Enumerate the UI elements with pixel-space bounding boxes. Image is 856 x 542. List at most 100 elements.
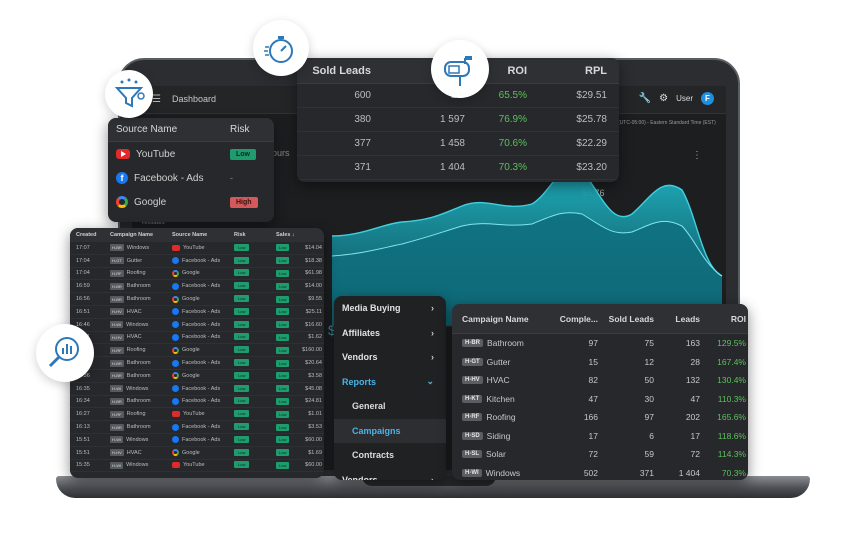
table-row[interactable]: 17:07 H-BR Windows YouTube Low Low $14.04: [70, 242, 324, 255]
cell-sales: Low $16.60: [276, 321, 322, 329]
cell-leads: 1 458: [439, 138, 465, 149]
col-campaign-name[interactable]: Campaign Name: [462, 313, 529, 324]
col-roi[interactable]: ROI: [507, 64, 527, 77]
table-row[interactable]: 15:35 H-WI Windows YouTube Low Low $60.00: [70, 460, 324, 473]
col-roi[interactable]: ROI: [730, 313, 746, 324]
menu-item-label: General: [352, 401, 386, 412]
cell-campaign: H-HV HVAC: [110, 449, 172, 457]
facebook-icon: [172, 397, 179, 405]
col-campaign-name[interactable]: Campaign Name: [110, 232, 154, 238]
table-row[interactable]: 371 1 404 70.3% $23.20: [297, 156, 619, 180]
col-rpl[interactable]: RPL: [585, 64, 607, 77]
mailbox-icon: [431, 40, 489, 98]
laptop-base: [56, 476, 810, 498]
col-risk[interactable]: Risk: [230, 124, 250, 135]
table-row[interactable]: H-SD Siding 17 6 17 118.6%: [452, 427, 748, 446]
cell-source: YouTube: [172, 411, 234, 418]
menu-item-affiliates[interactable]: Affiliates ›: [334, 321, 446, 346]
cell-campaign: H-BR Bathroom: [110, 295, 172, 303]
cell-risk: Low: [234, 371, 276, 379]
affiliates-label[interactable]: Affiliates: [142, 220, 165, 226]
campaign-stats-panel: Campaign Name Comple... Sold Leads Leads…: [452, 304, 748, 480]
col-source-name[interactable]: Source Name: [116, 124, 178, 135]
cell-roi: 167.4%: [717, 356, 746, 367]
col-leads[interactable]: Leads: [675, 313, 700, 324]
cell-leads: 1 404: [439, 162, 465, 173]
google-icon: [172, 346, 179, 354]
table-row[interactable]: H-BR Bathroom 97 75 163 129.5%: [452, 334, 748, 353]
col-sold-leads[interactable]: Sold Leads: [608, 313, 654, 324]
facebook-icon: [172, 423, 179, 431]
table-row[interactable]: 17:04 H-RF Roofing Google Low Low $61.98: [70, 268, 324, 281]
cell-sold-leads: 6: [649, 430, 654, 441]
cell-risk: Low: [234, 435, 276, 443]
table-row[interactable]: 16:36 H-BR Bathroom Google Low Low $3.58: [70, 370, 324, 383]
wrench-icon[interactable]: 🔧: [638, 93, 652, 104]
sales-value: $18.38: [305, 257, 322, 264]
table-row[interactable]: YouTube Low: [108, 142, 274, 166]
table-row[interactable]: H-KT Kitchen 47 30 47 110.3%: [452, 390, 748, 409]
sales-value: $45.08: [305, 385, 322, 392]
col-risk[interactable]: Risk: [234, 232, 246, 238]
menu-item-media-buying[interactable]: Media Buying ›: [334, 296, 446, 321]
sales-badge: Low: [276, 308, 290, 316]
table-row[interactable]: H-GT Gutter 15 12 28 167.4%: [452, 353, 748, 372]
table-row[interactable]: H-WI Windows 502 371 1 404 70.3%: [452, 464, 748, 481]
menu-item-vendors[interactable]: Vendors ›: [334, 468, 446, 480]
menu-item-campaigns[interactable]: Campaigns: [334, 418, 446, 443]
table-row[interactable]: 16:59 H-BR Bathroom Facebook - Ads Low Low $14…: [70, 280, 324, 294]
campaign-tag: H-RF: [110, 346, 124, 354]
table-row[interactable]: 17:04 H-GT Gutter Facebook - Ads Low Low $18.3…: [70, 255, 324, 268]
user-label[interactable]: User: [676, 94, 693, 103]
table-row[interactable]: Google High: [108, 190, 274, 214]
facebook-icon: [172, 321, 179, 329]
table-row[interactable]: 377 1 458 70.6% $22.29: [297, 132, 619, 156]
cell-risk: Low: [234, 243, 276, 251]
sales-badge: Low: [276, 385, 290, 393]
table-row[interactable]: H-HV HVAC 82 50 132 130.4%: [452, 371, 748, 390]
cell-risk: Low: [234, 423, 276, 431]
cell-completed: 15: [588, 356, 598, 367]
table-row[interactable]: 380 1 597 76.9% $25.78: [297, 108, 619, 132]
cell-sold-leads: 97: [644, 412, 654, 423]
menu-item-general[interactable]: General: [334, 394, 446, 419]
col-created[interactable]: Created: [76, 232, 97, 238]
cell-created: 16:59: [76, 283, 90, 290]
gear-icon[interactable]: ⚙: [659, 93, 669, 104]
table-row[interactable]: 16:35 H-WI Windows Facebook - Ads Low Low $45.…: [70, 383, 324, 396]
col-sold-leads[interactable]: Sold Leads: [312, 64, 371, 77]
sales-value: $60.00: [305, 462, 322, 469]
menu-item-reports[interactable]: Reports ⌄: [334, 370, 446, 395]
campaign-name: HVAC: [486, 375, 510, 386]
table-row[interactable]: 15:51 H-HV HVAC Google Low Low $1.69: [70, 447, 324, 460]
table-row[interactable]: 15:51 H-WI Windows Facebook - Ads Low Low $60.…: [70, 434, 324, 447]
col-completed[interactable]: Comple...: [559, 313, 598, 324]
table-row[interactable]: 16:34 H-BR Bathroom Facebook - Ads Low Low $24…: [70, 396, 324, 409]
table-row[interactable]: H-SL Solar 72 59 72 114.3%: [452, 445, 748, 464]
table-row[interactable]: 16:27 H-RF Roofing YouTube Low Low $1.01: [70, 408, 324, 422]
cell-created: 16:35: [76, 385, 90, 392]
table-row[interactable]: 16:13 H-BR Bathroom Facebook - Ads Low Low $3.…: [70, 421, 324, 434]
menu-item-contracts[interactable]: Contracts: [334, 443, 446, 468]
timezone-select[interactable]: (UTC-05:00) - Eastern Standard Time (EST…: [618, 120, 716, 126]
cell-sold-leads: 12: [644, 356, 654, 367]
avatar[interactable]: F: [701, 92, 714, 105]
menu-item-vendors[interactable]: Vendors ›: [334, 345, 446, 370]
table-row[interactable]: 16:56 H-BR Bathroom Google Low Low $9.55: [70, 293, 324, 306]
campaign-name: Kitchen: [486, 393, 515, 404]
campaign-tag: H-BR: [110, 282, 124, 290]
menu-icon[interactable]: ☰: [152, 94, 161, 105]
col-sales[interactable]: Sales ↓: [276, 232, 295, 238]
cell-campaign: H-WI Windows: [110, 461, 172, 469]
table-row[interactable]: 16:46 H-WI Windows Facebook - Ads Low Low $16.…: [70, 319, 324, 332]
more-options-icon[interactable]: ⋮: [692, 150, 702, 161]
table-row[interactable]: 16:51 H-HV HVAC Facebook - Ads Low Low $25.11: [70, 306, 324, 319]
sales-badge: Low: [276, 436, 290, 444]
table-row[interactable]: H-RF Roofing 166 97 202 165.6%: [452, 408, 748, 427]
table-row[interactable]: f Facebook - Ads -: [108, 166, 274, 190]
col-source-name[interactable]: Source Name: [172, 232, 208, 238]
risk-badge: High: [230, 196, 258, 208]
